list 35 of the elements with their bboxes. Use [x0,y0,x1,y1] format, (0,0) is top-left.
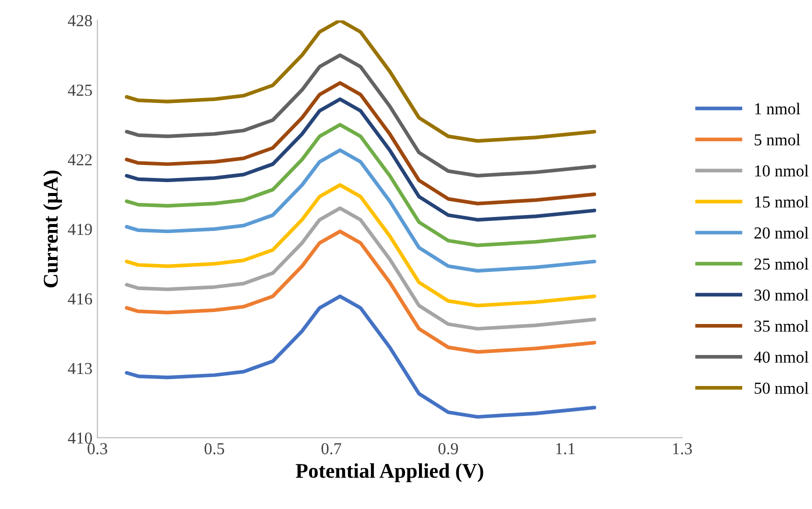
line-series [124,230,596,354]
x-tick-label: 1.1 [556,443,575,454]
x-tick-label: 0.5 [204,443,224,454]
legend-label: 20 nmol [754,226,809,239]
y-tick-label: 413 [68,362,92,374]
legend-label: 40 nmol [754,351,809,363]
line-series [124,81,596,206]
legend-label: 35 nmol [754,320,809,332]
line-series [124,294,596,419]
x-tick-label: 0.3 [88,443,108,454]
x-axis-title: Potential Applied (V) [296,463,484,482]
line-series [124,148,596,273]
line-series [124,97,596,222]
y-tick-label: 425 [68,84,92,96]
legend-label: 25 nmol [754,258,809,270]
line-series [124,122,596,248]
legend-label: 10 nmol [755,164,809,177]
line-series [124,20,596,143]
legend-label: 15 nmol [755,196,809,208]
line-series [124,206,596,331]
y-axis-title: Current (µA) [43,170,62,288]
y-tick-label: 422 [68,154,92,166]
y-tick-label: 419 [68,224,92,235]
x-tick-label: 0.7 [322,443,342,454]
x-tick-label: 1.3 [673,443,692,454]
legend-label: 50 nmol [754,382,809,394]
y-tick-label: 416 [68,293,92,305]
line-series [124,53,596,178]
legend-label: 5 nmol [754,134,800,146]
legend-label: 1 nmol [755,102,800,114]
y-tick-label: 428 [68,15,92,26]
legend-label: 30 nmol [754,288,809,301]
y-tick-label: 410 [68,432,92,444]
x-tick-label: 0.9 [438,443,458,454]
line-series [124,183,596,308]
